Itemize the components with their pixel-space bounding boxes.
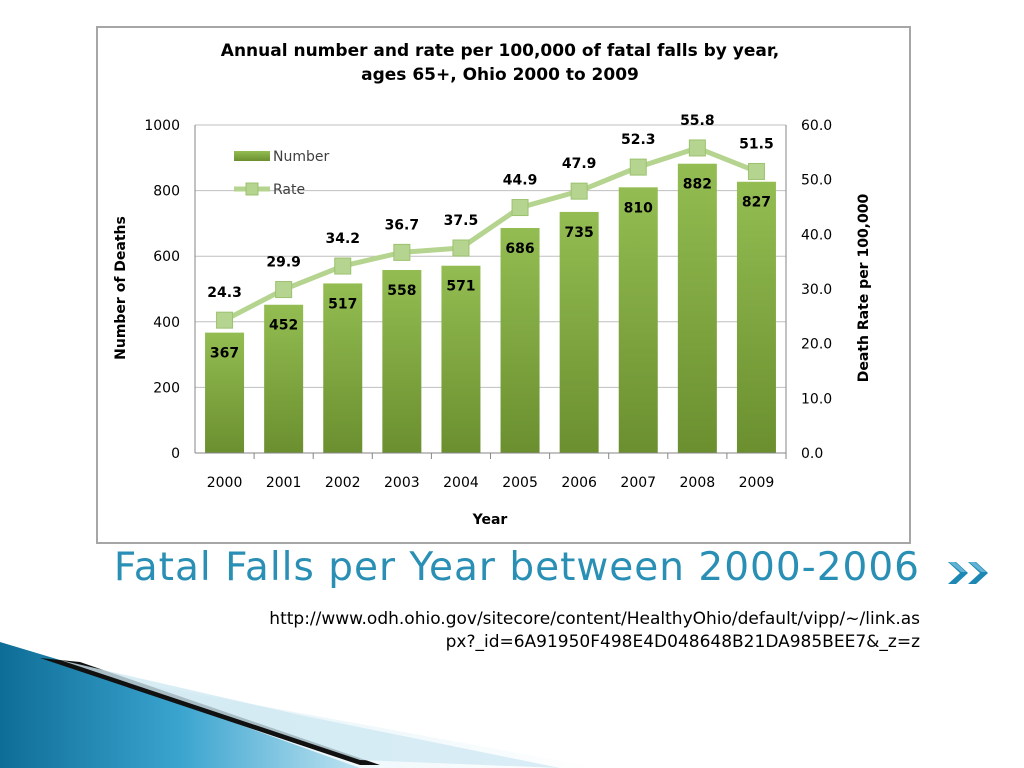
x-tick-label: 2003 xyxy=(384,475,420,491)
y2-tick-label: 20.0 xyxy=(801,337,832,353)
legend-label-rate: Rate xyxy=(273,182,305,198)
x-tick-label: 2002 xyxy=(325,475,361,491)
bar xyxy=(500,227,540,453)
double-chevron-right-icon[interactable] xyxy=(946,556,996,590)
y-tick-label: 200 xyxy=(153,380,180,396)
source-url[interactable]: http://www.odh.ohio.gov/sitecore/content… xyxy=(120,608,920,654)
bar-value-label: 367 xyxy=(210,346,239,362)
y-axis-title: Number of Deaths xyxy=(113,216,129,360)
rate-value-label: 36.7 xyxy=(385,217,420,233)
rate-point xyxy=(570,182,588,200)
x-tick-label: 2007 xyxy=(620,475,656,491)
bar xyxy=(205,332,245,453)
rate-point xyxy=(216,311,234,329)
y-tick-label: 1000 xyxy=(144,118,180,134)
rate-point xyxy=(511,199,529,217)
rate-value-label: 47.9 xyxy=(562,156,597,172)
rate-point xyxy=(275,281,293,299)
x-tick-label: 2004 xyxy=(443,475,479,491)
legend-marker-rate xyxy=(245,182,259,196)
rate-point xyxy=(334,257,352,275)
data-labels: 367 452 517 558 571 686 735 810 882 827 24.3 29.9 34… xyxy=(207,113,773,362)
legend: Number Rate xyxy=(234,149,329,198)
y2-tick-label: 10.0 xyxy=(801,391,832,407)
bar xyxy=(441,265,481,453)
bar xyxy=(382,269,422,453)
bar xyxy=(264,304,304,453)
x-tick-label: 2005 xyxy=(502,475,538,491)
chart-title-line1: Annual number and rate per 100,000 of fa… xyxy=(221,41,779,61)
bar-value-label: 571 xyxy=(446,279,475,295)
y2-tick-label: 40.0 xyxy=(801,227,832,243)
rate-value-label: 44.9 xyxy=(503,173,538,189)
legend-swatch-number xyxy=(234,151,270,161)
bar-value-label: 686 xyxy=(505,241,534,257)
slide-title: Fatal Falls per Year between 2000-2006 xyxy=(113,545,920,590)
rate-point xyxy=(629,158,647,176)
x-tick-label: 2001 xyxy=(266,475,302,491)
x-tick-label: 2000 xyxy=(207,475,243,491)
axes: 0 200 400 600 800 1000 0.0 10.0 20.0 30.0 40.0 50.0… xyxy=(144,118,832,491)
chart: 367 452 517 558 571 686 735 810 882 827 24.3 29.9 34… xyxy=(113,41,872,528)
bar xyxy=(559,211,599,453)
bar-value-label: 452 xyxy=(269,318,298,334)
x-tick-label: 2009 xyxy=(739,475,775,491)
y2-tick-label: 50.0 xyxy=(801,173,832,189)
rate-point xyxy=(747,162,765,180)
rate-value-label: 34.2 xyxy=(325,231,360,247)
rate-value-label: 52.3 xyxy=(621,132,656,148)
bar-value-label: 827 xyxy=(742,195,771,211)
rate-line xyxy=(223,145,758,323)
source-url-line2[interactable]: px?_id=6A91950F498E4D048648B21DA985BEE7&… xyxy=(445,632,920,652)
rate-value-label: 37.5 xyxy=(444,213,479,229)
chart-frame: 367 452 517 558 571 686 735 810 882 827 24.3 29.9 34… xyxy=(96,26,911,544)
y2-tick-label: 0.0 xyxy=(801,446,823,462)
x-tick-label: 2008 xyxy=(680,475,716,491)
rate-value-label: 55.8 xyxy=(680,113,715,129)
y-tick-label: 600 xyxy=(153,249,180,265)
rate-value-label: 51.5 xyxy=(739,136,774,152)
bar-value-label: 558 xyxy=(387,283,416,299)
y2-tick-label: 30.0 xyxy=(801,282,832,298)
x-axis-title: Year xyxy=(472,512,508,528)
bar-value-label: 882 xyxy=(683,177,712,193)
rate-value-label: 24.3 xyxy=(207,285,242,301)
decorative-swoosh xyxy=(0,642,600,768)
bar-value-label: 735 xyxy=(565,225,594,241)
bar xyxy=(736,181,776,453)
y-tick-label: 800 xyxy=(153,184,180,200)
rate-point xyxy=(393,243,411,261)
bar xyxy=(323,283,363,453)
rate-value-label: 29.9 xyxy=(266,255,301,271)
rate-point xyxy=(452,239,470,257)
y2-tick-label: 60.0 xyxy=(801,118,832,134)
rate-series xyxy=(216,139,765,329)
bar-series xyxy=(205,163,776,454)
y2-axis-title: Death Rate per 100,000 xyxy=(856,194,872,383)
y-tick-label: 400 xyxy=(153,315,180,331)
y-tick-label: 0 xyxy=(171,446,180,462)
chart-title-line2: ages 65+, Ohio 2000 to 2009 xyxy=(361,65,639,85)
x-tick-label: 2006 xyxy=(561,475,597,491)
bar xyxy=(677,163,717,454)
rate-point xyxy=(688,139,706,157)
legend-label-number: Number xyxy=(273,149,329,165)
bar-value-label: 517 xyxy=(328,296,357,312)
bar-value-label: 810 xyxy=(624,200,653,216)
source-url-line1[interactable]: http://www.odh.ohio.gov/sitecore/content… xyxy=(269,609,920,629)
bar xyxy=(618,187,658,453)
